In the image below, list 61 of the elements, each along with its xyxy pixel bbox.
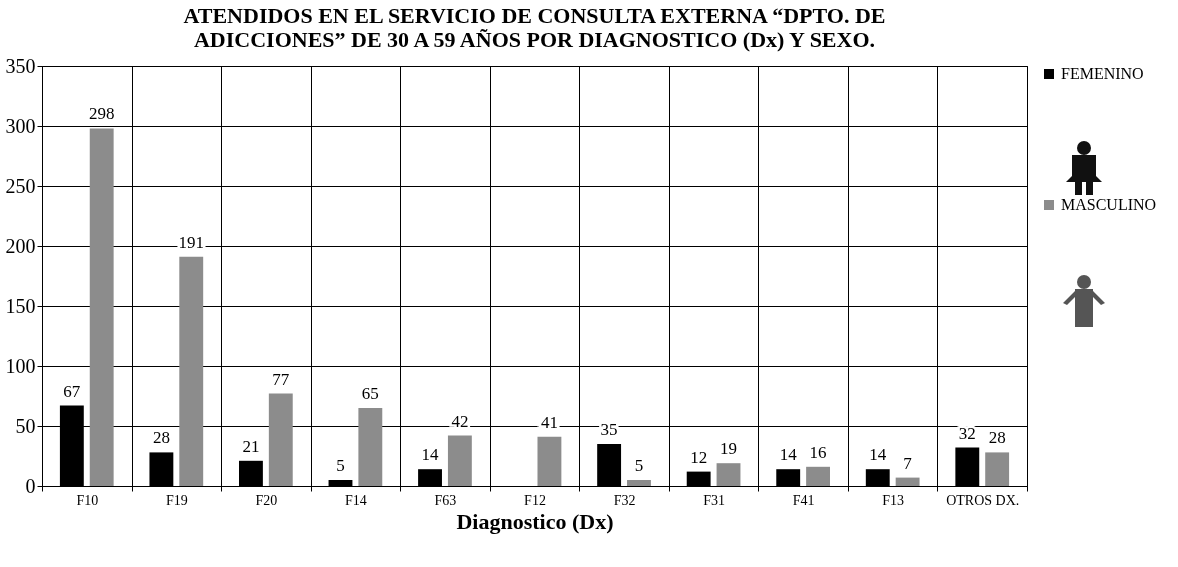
bar [806, 466, 830, 486]
data-label: 12 [690, 447, 708, 467]
y-tick-label: 250 [5, 174, 36, 197]
bar [328, 480, 353, 486]
bar [447, 435, 472, 486]
x-tick-label: F20 [255, 492, 278, 508]
bar [627, 480, 651, 486]
bar [358, 408, 383, 486]
x-tick-label: F10 [76, 492, 99, 508]
bar [865, 469, 890, 486]
bar [179, 256, 204, 486]
x-tick-label: F14 [345, 492, 367, 508]
x-axis-title: Diagnostico (Dx) [456, 508, 614, 534]
data-label: 14 [779, 445, 798, 465]
bar [89, 128, 114, 486]
data-label: 77 [272, 369, 290, 389]
data-label: 16 [809, 442, 827, 462]
x-tick-label: F63 [434, 492, 457, 508]
data-label: 5 [634, 456, 644, 475]
data-label: 7 [903, 453, 913, 473]
bar [776, 469, 801, 486]
y-tick-label: 100 [5, 354, 36, 377]
data-label: 14 [421, 445, 440, 465]
x-tick-label: F41 [792, 492, 815, 508]
y-tick-label: 300 [5, 114, 36, 137]
data-label: 298 [88, 104, 115, 124]
bar [149, 452, 174, 486]
data-label: 67 [63, 381, 81, 401]
bar [955, 447, 980, 486]
text: ATENDIDOS EN EL SERVICIO DE CONSULTA EXTERNA “DPTO. DE [183, 3, 886, 28]
x-tick-label: F32 [613, 492, 636, 508]
x-tick-label: F19 [165, 492, 188, 508]
y-tick-label: 200 [5, 234, 36, 257]
bar [895, 477, 920, 486]
bar [239, 460, 263, 486]
legend-label: MASCULINO [1061, 196, 1157, 213]
y-tick-label: 350 [5, 54, 36, 77]
data-label: 28 [988, 428, 1006, 448]
bar [418, 469, 442, 486]
text: ADICCIONES” DE 30 A 59 AÑOS POR DIAGNOSTICO (Dx) Y SEXO. [193, 27, 876, 52]
data-label: 14 [869, 445, 887, 465]
bar [268, 393, 293, 486]
data-label: 5 [336, 456, 345, 475]
bar [985, 452, 1010, 486]
y-tick-label: 0 [25, 474, 36, 497]
legend-label: FEMENINO [1061, 65, 1144, 82]
y-tick-label: 150 [5, 294, 36, 317]
data-label: 65 [361, 384, 379, 403]
y-tick-label: 50 [15, 414, 36, 437]
data-label: 19 [720, 439, 738, 459]
x-tick-label: F12 [524, 492, 546, 508]
x-tick-label: OTROS DX. [946, 492, 1020, 508]
bar [537, 436, 562, 486]
bar [686, 471, 711, 486]
x-tick-label: F31 [703, 492, 725, 508]
bar [597, 444, 622, 486]
data-label: 32 [958, 423, 976, 443]
data-label: 21 [242, 436, 260, 456]
bar [716, 463, 741, 486]
x-tick-label: F13 [882, 492, 905, 508]
data-label: 28 [152, 428, 170, 448]
